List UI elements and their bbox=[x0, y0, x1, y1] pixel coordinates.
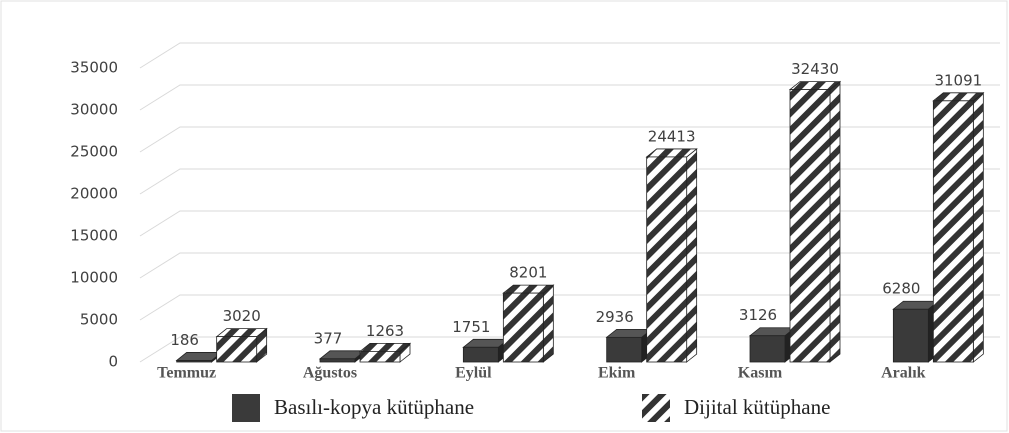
bar bbox=[749, 335, 786, 363]
legend-swatch bbox=[642, 394, 670, 422]
bar bbox=[606, 336, 643, 363]
bar-side bbox=[686, 148, 698, 363]
grid-line bbox=[139, 210, 1000, 237]
y-tick-label: 35000 bbox=[70, 59, 118, 77]
data-label: 8201 bbox=[509, 264, 547, 282]
data-label: 31091 bbox=[934, 71, 982, 89]
legend-label: Basılı-kopya kütüphane bbox=[274, 395, 474, 419]
x-tick-label: Kasım bbox=[738, 365, 783, 382]
bar bbox=[319, 358, 356, 363]
x-tick-label: Aralık bbox=[881, 365, 926, 382]
data-label: 32430 bbox=[791, 60, 839, 78]
x-tick-label: Temmuz bbox=[157, 365, 216, 382]
data-label: 3126 bbox=[739, 306, 777, 324]
grid-line bbox=[139, 252, 1000, 279]
y-tick-label: 15000 bbox=[70, 227, 118, 245]
bar-side bbox=[829, 80, 841, 363]
legend-label: Dijital kütüphane bbox=[684, 395, 830, 419]
y-tick-label: 10000 bbox=[70, 269, 118, 287]
bar-side bbox=[972, 92, 984, 363]
bar bbox=[932, 100, 974, 363]
bar-side bbox=[542, 284, 554, 363]
grid-line bbox=[139, 42, 1000, 69]
data-label: 6280 bbox=[882, 280, 920, 298]
bar bbox=[789, 89, 831, 363]
x-tick-label: Ağustos bbox=[303, 365, 357, 382]
bar bbox=[359, 350, 401, 363]
y-tick-label: 0 bbox=[108, 353, 118, 371]
grid-line bbox=[139, 336, 1000, 363]
data-label: 377 bbox=[314, 329, 343, 347]
data-label: 3020 bbox=[223, 307, 261, 325]
grid-line bbox=[139, 126, 1000, 153]
x-tick-label: Ekim bbox=[598, 365, 636, 382]
data-label: 186 bbox=[170, 331, 199, 349]
x-tick-label: Eylül bbox=[455, 365, 492, 382]
grid-line bbox=[139, 168, 1000, 195]
y-tick-label: 30000 bbox=[70, 101, 118, 119]
data-label: 24413 bbox=[648, 127, 696, 145]
legend-swatch bbox=[232, 394, 260, 422]
y-tick-label: 20000 bbox=[70, 185, 118, 203]
data-label: 1263 bbox=[366, 322, 404, 340]
data-label: 1751 bbox=[452, 318, 490, 336]
data-label: 2936 bbox=[596, 308, 634, 326]
y-tick-label: 25000 bbox=[70, 143, 118, 161]
bar bbox=[646, 156, 688, 363]
bar bbox=[462, 346, 499, 363]
bar bbox=[502, 292, 544, 363]
grid-line bbox=[139, 294, 1000, 321]
bar bbox=[892, 308, 929, 363]
bar bbox=[176, 360, 213, 363]
bar bbox=[216, 336, 258, 363]
y-tick-label: 5000 bbox=[80, 311, 118, 329]
grid-line bbox=[139, 84, 1000, 111]
